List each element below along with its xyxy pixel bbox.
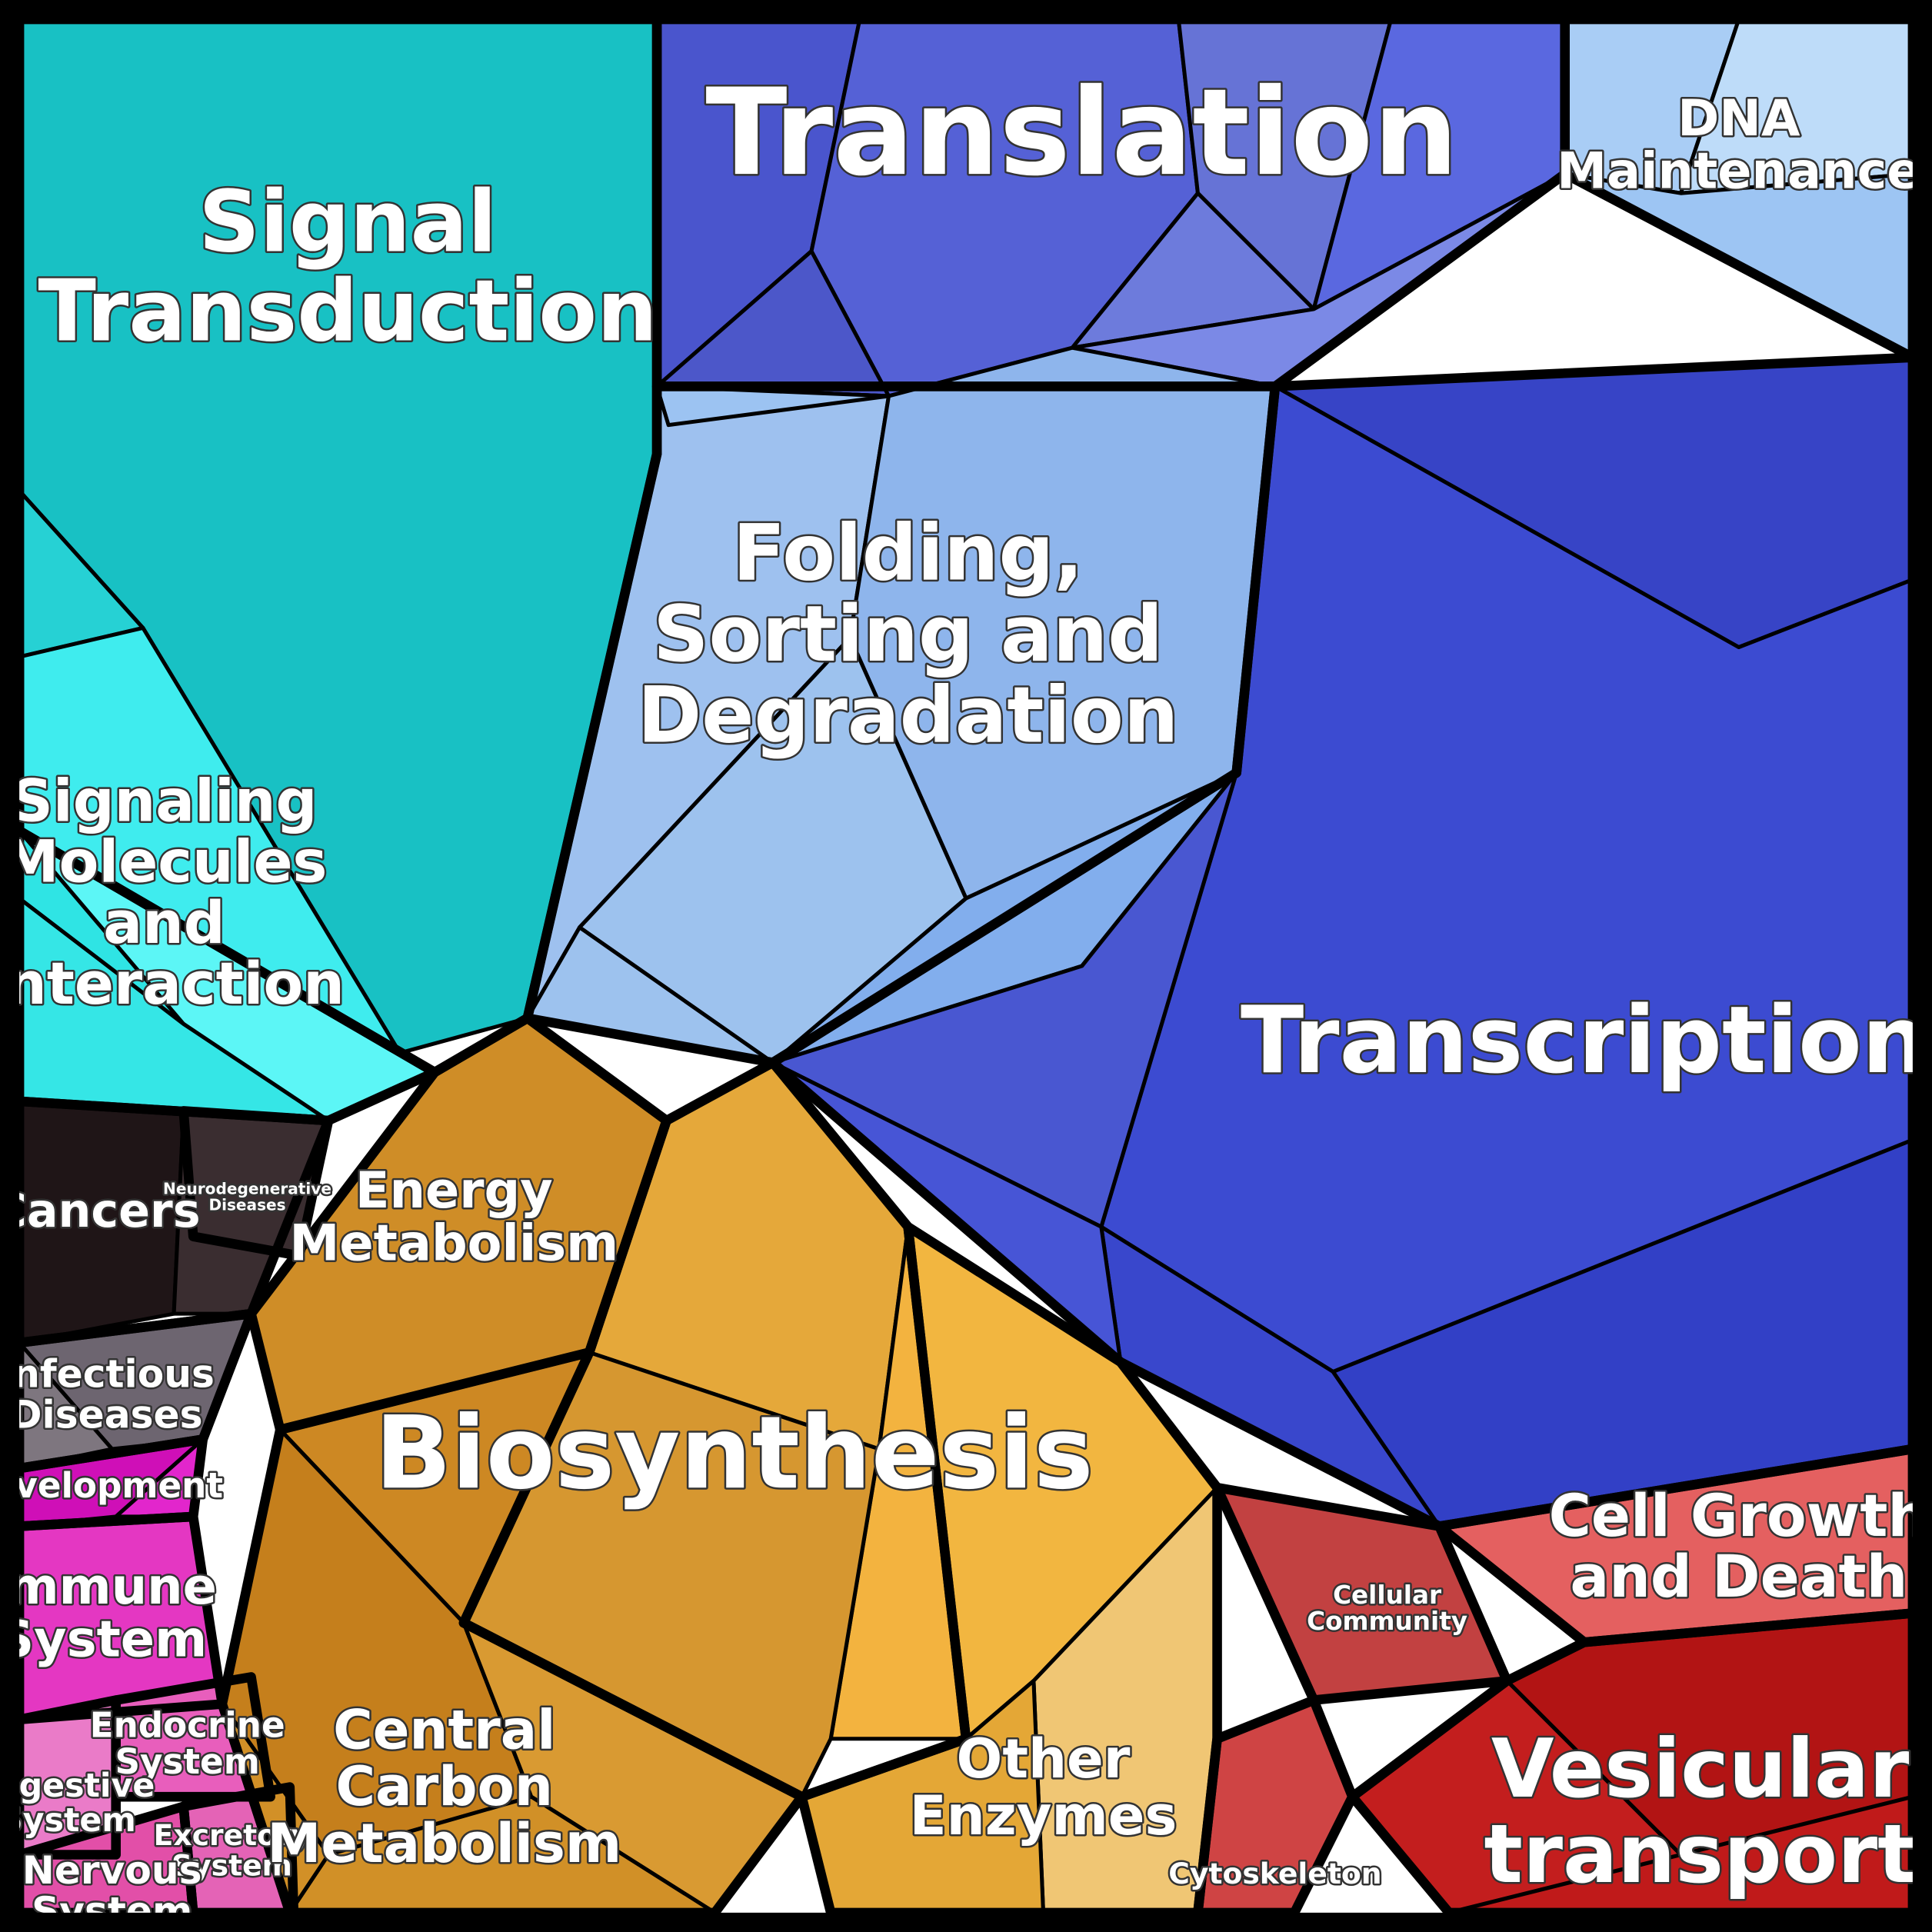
label-biosynth: Biosynthesis bbox=[375, 1394, 1093, 1511]
label-vesicular: Vesiculartransport bbox=[1484, 1721, 1917, 1901]
label-cell-growth: Cell Growthand Death bbox=[1549, 1482, 1929, 1611]
label-signaling-mol: SignalingMoleculesandInteraction bbox=[0, 768, 345, 1018]
label-cytoskeleton: Cytoskeleton bbox=[1168, 1857, 1381, 1890]
voronoi-treemap: SignalTransductionSignalingMoleculesandI… bbox=[0, 0, 1932, 1932]
label-digestive: DigestiveSystem bbox=[0, 1767, 155, 1840]
label-development: Development bbox=[0, 1465, 223, 1506]
label-immune: ImmuneSystem bbox=[0, 1557, 217, 1669]
label-translation: Translation bbox=[705, 62, 1458, 202]
label-infectious: InfectiousDiseases bbox=[0, 1351, 215, 1437]
label-transcription: Transcription bbox=[1241, 987, 1928, 1094]
